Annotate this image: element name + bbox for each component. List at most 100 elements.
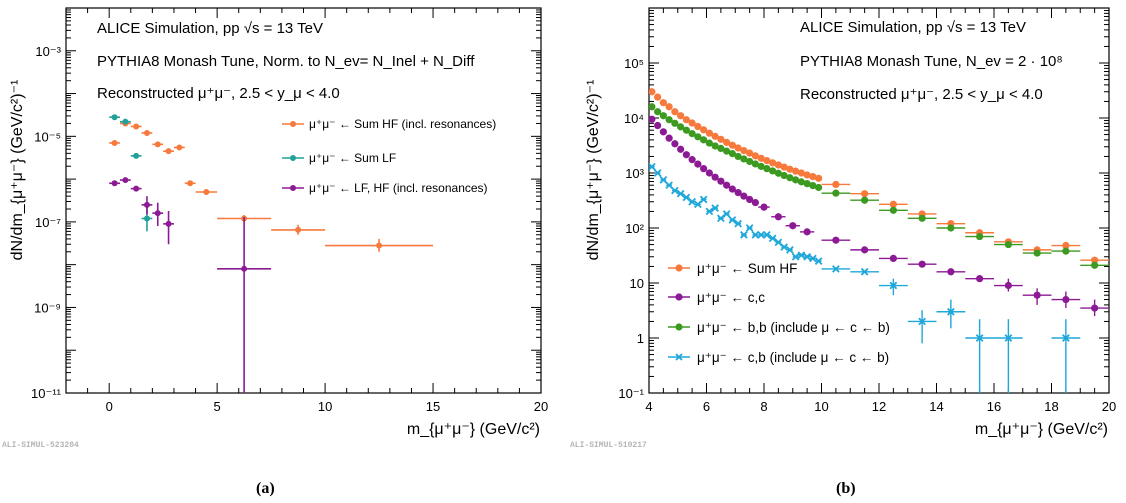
panel-b-point xyxy=(654,108,662,116)
panel-b-x-tick-label: 12 xyxy=(872,399,886,414)
panel-b-marker xyxy=(889,281,898,290)
panel-b-point xyxy=(717,177,725,185)
panel-b-legend: μ⁺μ⁻ ← Sum HF μ⁺μ⁻ ← c,c μ⁺μ⁻ ← b,b (inclu… xyxy=(668,261,890,365)
panel-a-point xyxy=(109,139,120,146)
panel-b-ticks: 4 6 8 10 12 14 16 18 20 10⁻¹ 1 10 10² 10³ 10⁴ 10⁵ xyxy=(618,7,1116,414)
panel-b-marker xyxy=(832,189,840,197)
panel-b-marker xyxy=(760,203,768,211)
panel-a-marker xyxy=(165,220,172,227)
panel-b-marker xyxy=(659,112,667,120)
panel-b-point xyxy=(740,231,748,239)
panel-b-marker xyxy=(665,134,673,142)
panel-b-point xyxy=(717,144,725,153)
panel-a-legend-marker xyxy=(290,185,296,191)
panel-b-marker xyxy=(717,135,725,143)
panel-b-point xyxy=(705,207,714,216)
panel-b-marker xyxy=(763,165,771,173)
panel-b: 4 6 8 10 12 14 16 18 20 10⁻¹ 1 10 10² 10³ 10⁴ 10⁵ ALICE… xyxy=(570,7,1116,497)
panel-b-point xyxy=(879,206,908,214)
panel-a-x-axis-label: m_{μ⁺μ⁻} (GeV/c²) xyxy=(407,421,540,438)
panel-b-point xyxy=(654,121,662,130)
panel-b-point xyxy=(751,152,759,160)
panel-b-marker xyxy=(1062,247,1070,255)
panel-b-marker xyxy=(1062,295,1070,304)
panel-a-marker xyxy=(133,123,140,130)
panel-a-watermark: ALI-SIMUL-523204 xyxy=(2,441,79,450)
panel-b-marker xyxy=(705,169,713,177)
panel-b-marker xyxy=(682,151,690,159)
panel-b-point xyxy=(803,252,811,261)
panel-b-marker xyxy=(705,207,714,216)
panel-b-point xyxy=(665,103,673,111)
panel-b-marker xyxy=(861,196,869,204)
panel-b-marker xyxy=(734,144,742,152)
panel-b-point xyxy=(677,145,685,153)
panel-b-point xyxy=(717,135,725,143)
panel-b-point xyxy=(659,99,667,107)
panel-b-point xyxy=(1051,241,1081,250)
panel-a-x-tick-label: 0 xyxy=(106,399,113,414)
panel-b-marker xyxy=(803,171,811,179)
panel-b-legend-label: μ⁺μ⁻ ← b,b (include μ ← c ← b) xyxy=(697,320,890,335)
panel-b-marker xyxy=(654,93,662,101)
panel-b-marker xyxy=(786,174,794,182)
panel-b-point xyxy=(688,156,696,164)
panel-b-marker xyxy=(746,195,754,204)
panel-b-point xyxy=(717,214,725,223)
panel-b-marker xyxy=(654,121,662,130)
panel-b-point xyxy=(936,224,966,232)
panel-b-point xyxy=(1080,256,1109,264)
panel-b-point xyxy=(711,173,719,181)
panel-b-marker xyxy=(803,252,811,261)
panel-a-y-tick-label: 10⁻⁹ xyxy=(34,300,61,315)
panel-a-legend-label: μ⁺μ⁻ ← LF, HF (incl. resonances) xyxy=(309,181,488,195)
panel-b-marker xyxy=(649,103,656,111)
panel-b-point xyxy=(821,180,851,189)
panel-b-marker xyxy=(677,145,685,153)
panel-a-marker xyxy=(176,144,183,151)
panel-b-marker xyxy=(774,238,783,247)
panel-b-marker xyxy=(682,126,690,134)
panel-b-point xyxy=(1022,249,1052,257)
panel-b-marker xyxy=(1091,261,1099,269)
panel-b-marker xyxy=(757,154,765,162)
panel-b-point xyxy=(740,192,748,200)
panel-b-legend-marker xyxy=(675,293,683,301)
panel-b-point xyxy=(740,155,748,163)
panel-b-y-tick-label: 10² xyxy=(625,221,644,236)
panel-b-marker xyxy=(717,144,725,153)
panel-b-marker xyxy=(700,126,708,134)
panel-a-marker xyxy=(154,141,161,148)
panel-b-marker xyxy=(860,267,869,276)
panel-a-marker xyxy=(143,129,150,136)
panel-b-point xyxy=(763,165,771,173)
panel-a-point xyxy=(141,196,153,215)
panel-b-point xyxy=(850,267,879,276)
panel-b-point xyxy=(688,119,696,127)
panel-b-marker xyxy=(780,163,788,171)
panel-a-legend-entry: μ⁺μ⁻ ← Sum LF xyxy=(282,151,396,165)
panel-b-marker xyxy=(1004,281,1012,290)
panel-b-legend-label: μ⁺μ⁻ ← c,c xyxy=(697,290,765,305)
panel-b-marker xyxy=(757,162,765,170)
panel-b-point xyxy=(936,299,966,329)
panel-b-point xyxy=(809,254,817,263)
panel-b-point xyxy=(785,222,800,230)
panel-b-point xyxy=(682,151,690,159)
panel-b-marker xyxy=(780,171,788,180)
panel-b-point xyxy=(1080,261,1109,269)
panel-b-point xyxy=(821,189,851,197)
panel-b-point xyxy=(682,116,690,124)
panel-b-marker xyxy=(659,99,667,107)
panel-a-marker xyxy=(187,180,194,187)
panel-b-point xyxy=(659,176,668,184)
panel-a-point xyxy=(184,180,196,187)
panel-b-marker xyxy=(699,195,708,204)
panel-b-marker xyxy=(705,129,713,137)
panel-b-y-axis-label: dN/dm_{μ⁺μ⁻} (GeV/c²)⁻¹ xyxy=(585,80,602,261)
panel-b-marker xyxy=(677,123,685,131)
panel-a-marker xyxy=(143,201,150,208)
panel-b-point xyxy=(665,134,673,142)
panel-b-point xyxy=(994,278,1023,292)
panel-b-legend-entry: μ⁺μ⁻ ← c,b (include μ ← c ← b) xyxy=(668,350,889,365)
